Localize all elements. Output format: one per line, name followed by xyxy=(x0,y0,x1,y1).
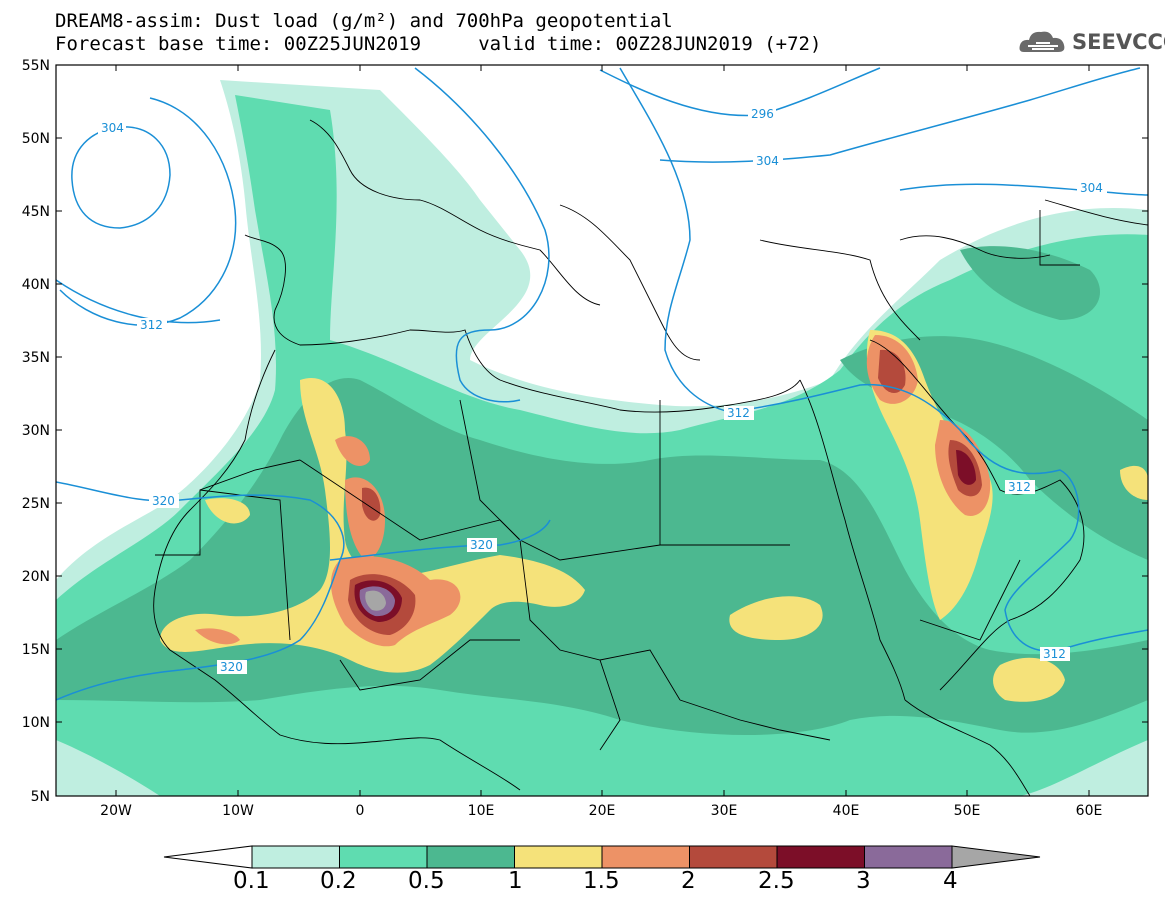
contour-label: 312 xyxy=(1040,647,1070,661)
lon-label: 20E xyxy=(589,803,616,819)
contour-label: 320 xyxy=(217,660,247,674)
svg-text:312: 312 xyxy=(1008,480,1031,494)
svg-text:320: 320 xyxy=(470,538,493,552)
colorbar-left-arrow xyxy=(163,845,253,869)
colorbar-label: 2.5 xyxy=(758,868,795,894)
logo-text: SEEVCCC xyxy=(1072,30,1165,54)
lat-label: 5N xyxy=(31,789,50,805)
lon-label: 40E xyxy=(833,803,860,819)
colorbar-label: 0.5 xyxy=(408,868,445,894)
svg-text:312: 312 xyxy=(727,406,750,420)
contour-labels: 304 296 304 304 312 312 312 320 320 320 … xyxy=(98,107,1107,674)
lon-label: 20W xyxy=(100,803,132,819)
lon-label: 50E xyxy=(954,803,981,819)
svg-text:320: 320 xyxy=(152,494,175,508)
lat-label: 40N xyxy=(22,277,50,293)
dust-field xyxy=(56,80,1148,796)
contour-label: 320 xyxy=(467,538,497,552)
lat-label: 20N xyxy=(22,569,50,585)
colorbar-label: 1.5 xyxy=(583,868,620,894)
coastlines xyxy=(153,119,1148,796)
contour-label: 304 xyxy=(753,154,783,168)
map-subtitle: Forecast base time: 00Z25JUN2019 valid t… xyxy=(55,33,822,55)
lat-label: 45N xyxy=(22,204,50,220)
svg-text:304: 304 xyxy=(101,121,124,135)
cloud-logo-icon xyxy=(1019,31,1065,52)
colorbar-label: 0.1 xyxy=(233,868,270,894)
contour-label: 312 xyxy=(137,318,167,332)
lon-label: 10E xyxy=(468,803,495,819)
contour-label: 304 xyxy=(98,121,126,135)
colorbar-right-arrow xyxy=(951,845,1041,869)
colorbar-label: 2 xyxy=(681,868,696,894)
lat-label: 50N xyxy=(22,131,50,147)
geopotential-contours xyxy=(56,67,1148,701)
lat-label: 10N xyxy=(22,715,50,731)
colorbar-label: 0.2 xyxy=(320,868,357,894)
colorbar-swatch xyxy=(339,845,428,869)
colorbar-swatch xyxy=(864,845,953,869)
colorbar-swatch xyxy=(514,845,603,869)
lat-label: 55N xyxy=(22,58,50,74)
colorbar-swatch xyxy=(251,845,340,869)
map-title: DREAM8-assim: Dust load (g/m²) and 700hP… xyxy=(55,10,673,32)
svg-text:320: 320 xyxy=(220,660,243,674)
colorbar-label: 4 xyxy=(943,868,958,894)
lat-label: 35N xyxy=(22,350,50,366)
lon-label: 60E xyxy=(1076,803,1103,819)
svg-text:296: 296 xyxy=(751,107,774,121)
svg-text:312: 312 xyxy=(1043,647,1066,661)
colorbar-swatch xyxy=(426,845,515,869)
colorbar-label: 1 xyxy=(508,868,523,894)
colorbar-swatch xyxy=(689,845,778,869)
lat-labels: 55N 50N 45N 40N 35N 30N 25N 20N 15N 10N … xyxy=(22,58,50,805)
svg-text:304: 304 xyxy=(756,154,779,168)
svg-text:304: 304 xyxy=(1080,181,1103,195)
contour-label: 312 xyxy=(1005,480,1035,494)
colorbar-swatch xyxy=(776,845,865,869)
lat-label: 30N xyxy=(22,423,50,439)
lon-labels: 20W 10W 0 10E 20E 30E 40E 50E 60E xyxy=(100,803,1102,819)
lon-label: 10W xyxy=(222,803,254,819)
contour-label: 304 xyxy=(1077,181,1107,195)
svg-text:312: 312 xyxy=(140,318,163,332)
lon-label: 0 xyxy=(356,803,365,819)
seevccc-logo: SEEVCCC xyxy=(1018,26,1165,60)
contour-label: 296 xyxy=(748,107,776,121)
lat-label: 25N xyxy=(22,496,50,512)
colorbar-label: 3 xyxy=(856,868,871,894)
lat-label: 15N xyxy=(22,642,50,658)
lon-label: 30E xyxy=(711,803,738,819)
colorbar-swatch xyxy=(601,845,690,869)
tick-marks xyxy=(56,64,1148,797)
contour-label: 312 xyxy=(724,406,754,420)
colorbar xyxy=(163,845,1041,869)
contour-label: 320 xyxy=(149,494,179,508)
